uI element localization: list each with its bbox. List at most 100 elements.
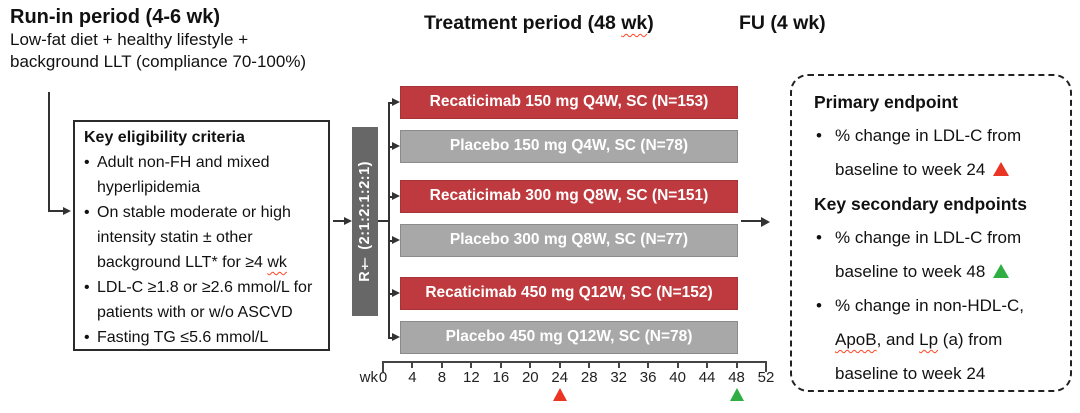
week-axis-unit-label: wk — [359, 369, 378, 386]
eligibility-box: Key eligibility criteria • Adult non-FH a… — [73, 120, 330, 351]
axis-tick-44 — [706, 361, 709, 368]
text-segment: Adult non-FH and mixed — [97, 154, 270, 171]
axis-tick-48 — [735, 361, 738, 368]
text-segment: baseline to week 24 — [835, 160, 990, 179]
text-segment: baseline to week 24 — [835, 364, 986, 383]
endpoints-lines: Primary endpoint • % change in LDL-C from b… — [814, 85, 1064, 391]
arm-connector-arrowhead — [392, 192, 400, 200]
arm-connector-arrowhead — [392, 236, 400, 244]
axis-tick-20 — [529, 361, 532, 368]
eligibility-item-1: • On stable moderate or high intensity sta… — [84, 200, 324, 275]
spellcheck-underlined-word: wk — [267, 254, 287, 271]
axis-tick-40 — [676, 361, 679, 368]
text-segment: % change in non-HDL-C, — [835, 296, 1024, 315]
axis-tick-28 — [588, 361, 591, 368]
bullet-dot: • — [84, 329, 90, 346]
axis-tick-0 — [382, 361, 384, 372]
week24-red-triangle-marker — [552, 388, 567, 401]
eligibility-item-3: • Fasting TG ≤5.6 mmol/L — [84, 325, 324, 350]
endpoint-item-4: • % change in non-HDL-C, ApoB, and Lp (a) … — [814, 289, 1064, 391]
bullet-dot: • — [84, 279, 90, 296]
axis-tick-label-16: 16 — [492, 369, 510, 386]
text-segment: patients with or w/o ASCVD — [97, 304, 293, 321]
axis-tick-52 — [765, 361, 767, 372]
arm-connector-arrowhead — [392, 98, 400, 106]
runin-period-subtitle-line1: Low-fat diet + healthy lifestyle + — [10, 30, 249, 49]
runin-connector-vertical-line — [48, 92, 50, 212]
axis-tick-4 — [411, 361, 414, 368]
arm-connector-line — [389, 145, 393, 148]
eligibility-item-text: Adult non-FH and mixed hyperlipidemia — [97, 154, 270, 196]
text-segment: intensity statin ± other — [97, 229, 253, 246]
arm-bar-drug-4: Recaticimab 450 mg Q12W, SC (N=152) — [400, 277, 738, 310]
eligibility-items: • Adult non-FH and mixed hyperlipidemia • On… — [84, 150, 324, 350]
arm-connector-arrowhead — [392, 289, 400, 297]
arm-bar-placebo-3: Placebo 300 mg Q8W, SC (N=77) — [400, 224, 738, 257]
arm-bar-placebo-1: Placebo 150 mg Q4W, SC (N=78) — [400, 130, 738, 163]
eligibility-item-text: On stable moderate or high intensity stat… — [97, 204, 291, 271]
eligibility-to-randomization-arrowhead — [344, 216, 352, 225]
axis-tick-label-44: 44 — [698, 369, 716, 386]
axis-tick-16 — [499, 361, 502, 368]
randomization-branch-stub — [378, 220, 389, 222]
text-segment: On stable moderate or high — [97, 204, 291, 221]
arm-bar-drug-2: Recaticimab 300 mg Q8W, SC (N=151) — [400, 180, 738, 213]
endpoint-item-text: % change in LDL-C from baseline to week 4… — [835, 228, 1021, 281]
arm-connector-line — [389, 336, 393, 339]
arm-connector-line — [389, 292, 393, 295]
axis-tick-24 — [558, 361, 561, 368]
eligibility-to-randomization-line — [333, 220, 345, 222]
arm-connector-line — [389, 239, 393, 242]
branch-spine — [388, 102, 390, 339]
text-segment: % change in LDL-C from — [835, 126, 1022, 145]
text-segment: Treatment period (48 — [424, 12, 622, 34]
randomization-label: R† (2:1:2:1:2:1) — [357, 161, 373, 282]
endpoint-item-1: • % change in LDL-C from baseline to week … — [814, 119, 1064, 187]
eligibility-title: Key eligibility criteria — [84, 129, 245, 146]
text-segment: , and — [876, 330, 920, 349]
text-segment: LDL-C ≥1.8 or ≥2.6 mmol/L for — [97, 279, 313, 296]
runin-period-block: Run-in period (4-6 wk) Low-fat diet + he… — [10, 5, 306, 73]
text-segment: % change in LDL-C from — [835, 228, 1022, 247]
eligibility-item-2: • LDL-C ≥1.8 or ≥2.6 mmol/L for patients w… — [84, 275, 324, 325]
text-segment: background LLT* for ≥4 — [97, 254, 268, 271]
axis-tick-label-8: 8 — [437, 369, 447, 386]
arms-to-endpoints-arrowhead — [761, 216, 770, 227]
runin-period-title: Run-in period (4-6 wk) — [10, 6, 220, 28]
axis-tick-label-20: 20 — [521, 369, 539, 386]
endpoint-item-text: % change in non-HDL-C, ApoB, and Lp (a) f… — [835, 296, 1024, 383]
bullet-dot: • — [816, 296, 822, 315]
text-segment: (a) from — [938, 330, 1003, 349]
week-axis-line — [383, 361, 766, 363]
endpoint-item-3: • % change in LDL-C from baseline to week … — [814, 221, 1064, 289]
axis-tick-label-4: 4 — [408, 369, 417, 386]
text-segment: Fasting TG ≤5.6 mmol/L — [97, 329, 269, 346]
axis-tick-8 — [440, 361, 443, 368]
axis-tick-label-40: 40 — [669, 369, 686, 386]
endpoints-section-title-2: Key secondary endpoints — [814, 194, 1027, 214]
axis-tick-12 — [470, 361, 473, 368]
randomization-bar: R† (2:1:2:1:2:1) — [352, 127, 378, 316]
bullet-dot: • — [816, 126, 822, 145]
arm-connector-arrowhead — [392, 142, 400, 150]
week48-green-triangle-marker — [729, 388, 744, 401]
green-triangle-icon — [993, 264, 1009, 278]
arms-to-endpoints-line — [741, 220, 762, 222]
arm-connector-arrowhead — [392, 333, 400, 341]
endpoints-box: Primary endpoint • % change in LDL-C from b… — [790, 74, 1072, 392]
text-segment: hyperlipidemia — [97, 179, 201, 196]
bullet-dot: • — [84, 154, 90, 171]
axis-tick-label-32: 32 — [610, 369, 628, 386]
bullet-dot: • — [816, 228, 822, 247]
runin-connector-horizontal-line — [48, 210, 64, 212]
text-segment: ) — [647, 12, 654, 34]
axis-tick-label-12: 12 — [463, 369, 480, 386]
axis-tick-label-0: 0 — [378, 369, 388, 386]
bullet-dot: • — [84, 204, 90, 221]
axis-tick-32 — [617, 361, 620, 368]
arm-bar-placebo-5: Placebo 450 mg Q12W, SC (N=78) — [400, 321, 738, 354]
endpoint-item-text: % change in LDL-C from baseline to week 2… — [835, 126, 1021, 179]
followup-period-title: FU (4 wk) — [739, 12, 826, 34]
treatment-period-title: Treatment period (48 wk) — [424, 11, 654, 35]
eligibility-item-text: Fasting TG ≤5.6 mmol/L — [97, 329, 268, 346]
